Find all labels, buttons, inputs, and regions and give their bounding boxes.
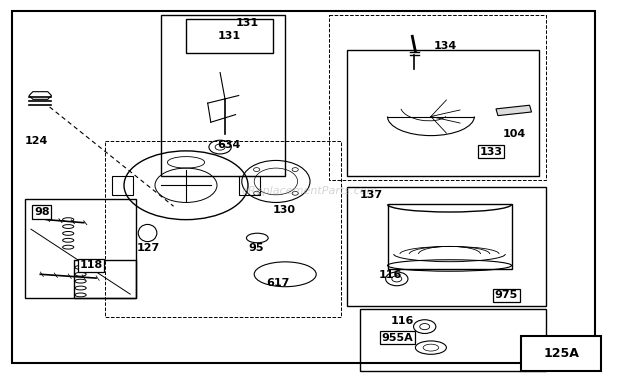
Text: 118: 118 bbox=[79, 261, 103, 270]
Bar bbox=[25, 199, 136, 298]
Text: 955A: 955A bbox=[381, 333, 413, 343]
Text: 617: 617 bbox=[267, 278, 290, 288]
Text: 95: 95 bbox=[248, 243, 264, 253]
Text: 975: 975 bbox=[495, 290, 518, 300]
Bar bbox=[161, 15, 285, 176]
Bar bbox=[105, 141, 341, 317]
Text: 125A: 125A bbox=[543, 347, 579, 360]
Bar bbox=[112, 176, 133, 195]
Text: 130: 130 bbox=[273, 205, 296, 215]
Text: 634: 634 bbox=[217, 140, 241, 150]
Text: 127: 127 bbox=[136, 243, 160, 253]
Bar bbox=[329, 15, 546, 180]
Bar bbox=[74, 260, 136, 298]
Text: 98: 98 bbox=[34, 207, 50, 217]
Text: 131: 131 bbox=[218, 31, 241, 41]
Bar bbox=[521, 336, 601, 371]
Bar bbox=[347, 50, 539, 176]
Text: 116: 116 bbox=[378, 270, 402, 280]
Text: 137: 137 bbox=[360, 190, 383, 200]
Text: 124: 124 bbox=[25, 136, 48, 146]
Bar bbox=[347, 187, 546, 306]
Text: 134: 134 bbox=[434, 41, 458, 51]
Bar bbox=[496, 105, 531, 116]
Text: 133: 133 bbox=[479, 147, 502, 157]
Bar bbox=[186, 19, 273, 53]
Text: eReplacementParts.com: eReplacementParts.com bbox=[242, 186, 378, 196]
Text: 116: 116 bbox=[391, 316, 414, 326]
Bar bbox=[360, 309, 546, 371]
Bar bbox=[388, 204, 512, 269]
Text: 131: 131 bbox=[236, 18, 259, 28]
Text: 104: 104 bbox=[502, 129, 526, 139]
Bar bbox=[239, 176, 260, 195]
